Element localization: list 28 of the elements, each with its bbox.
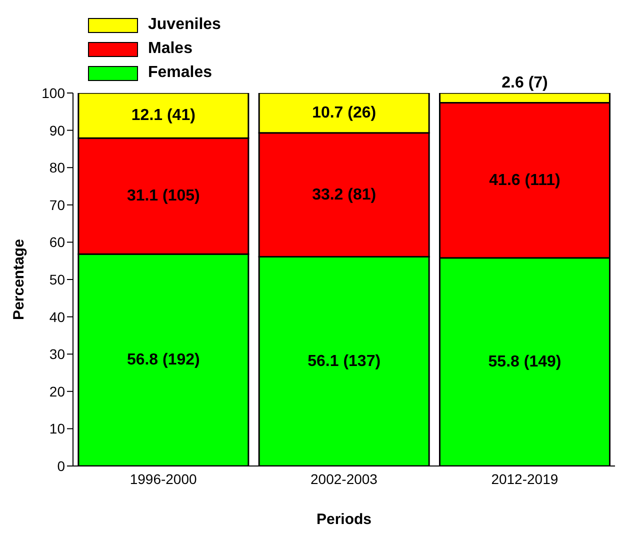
y-tick-label: 100 xyxy=(42,84,66,101)
data-label: 2.6 (7) xyxy=(502,74,548,92)
x-tick-label: 2012-2019 xyxy=(491,470,558,487)
y-tick-label: 80 xyxy=(49,160,66,176)
y-tick-label: 40 xyxy=(49,308,66,325)
x-tick-label: 1996-2000 xyxy=(130,470,198,487)
y-tick-label: 90 xyxy=(49,122,66,138)
y-axis-title: Percentage xyxy=(10,239,28,320)
y-tick-label: 20 xyxy=(49,383,66,400)
data-label: 55.8 (149) xyxy=(488,353,562,370)
y-tick-label: 0 xyxy=(57,458,66,474)
legend-label: Juveniles xyxy=(148,16,221,34)
data-label: 56.1 (137) xyxy=(308,352,381,370)
data-label: 12.1 (41) xyxy=(131,107,196,124)
y-tick-label: 30 xyxy=(49,346,66,362)
y-tick-label: 60 xyxy=(49,234,66,250)
data-label: 31.1 (105) xyxy=(126,188,200,205)
legend-label: Males xyxy=(148,40,192,58)
y-tick-label: 70 xyxy=(49,196,66,213)
data-label: 56.8 (192) xyxy=(126,352,200,369)
y-tick-label: 50 xyxy=(49,271,66,288)
data-label: 10.7 (26) xyxy=(312,104,376,122)
y-tick-label: 10 xyxy=(49,420,66,437)
data-label: 41.6 (111) xyxy=(489,172,560,189)
x-tick-label: 2002-2003 xyxy=(310,470,378,487)
data-label: 33.2 (81) xyxy=(312,186,376,204)
legend-label: Females xyxy=(148,64,212,82)
x-axis-title: Periods xyxy=(316,511,372,528)
